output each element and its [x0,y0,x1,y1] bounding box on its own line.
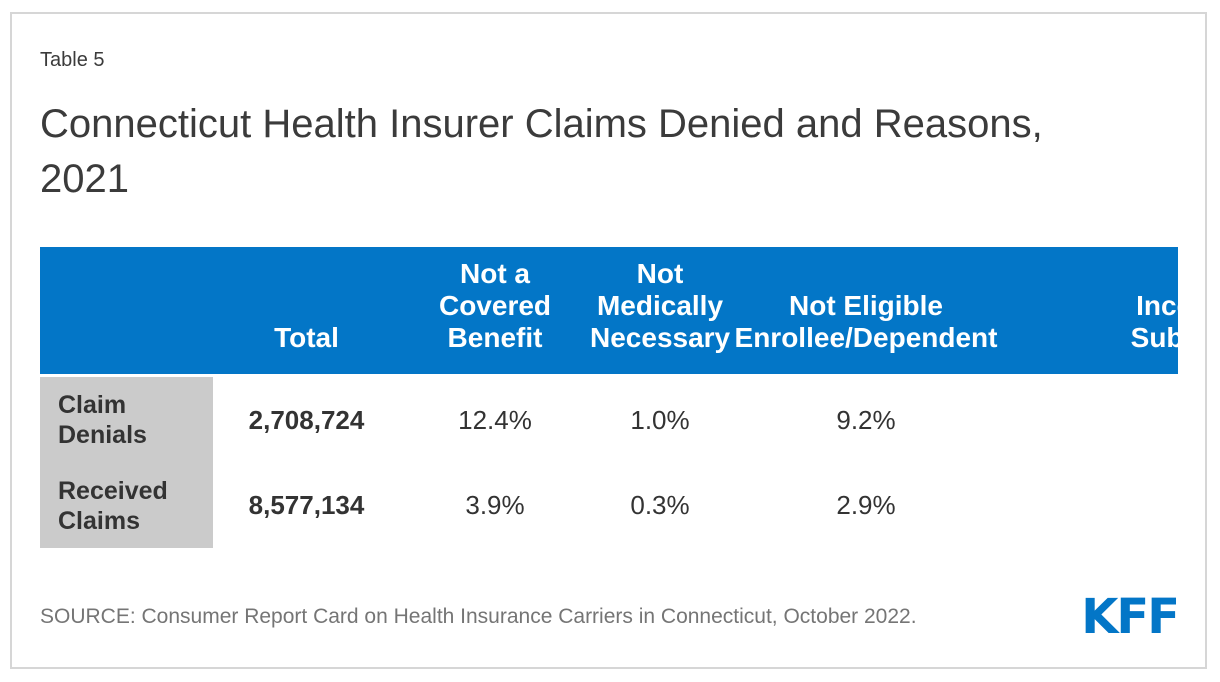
page-title: Connecticut Health Insurer Claims Denied… [40,102,1043,201]
cell-claim-denials-incomplete-submission [1002,377,1178,463]
cell-claim-denials-not-medically-necessary: 1.0% [590,377,730,463]
cell-claim-denials-not-a-covered-benefit: 12.4% [400,377,590,463]
cell-received-claims-total: 8,577,134 [213,463,400,548]
card-content: Table 5 Connecticut Health Insurer Claim… [12,14,1205,642]
column-header-not-medically-necessary: Not Medically Necessary [590,247,730,377]
claims-table: Total Not a Covered Benefit Not Medicall… [40,247,1178,548]
column-header-empty [40,247,213,377]
column-header-not-eligible-enrollee-dependent: Not Eligible Enrollee/Dependent [730,247,1002,377]
cell-claim-denials-total: 2,708,724 [213,377,400,463]
column-header-total: Total [213,247,400,377]
cell-received-claims-incomplete-submission [1002,463,1178,548]
cell-claim-denials-not-eligible-enrollee-dependent: 9.2% [730,377,1002,463]
table-row-received-claims: Received Claims 8,577,134 3.9% 0.3% 2.9% [40,463,1178,548]
kff-logo: KFF [1081,589,1180,645]
cell-received-claims-not-medically-necessary: 0.3% [590,463,730,548]
figure-card: Table 5 Connecticut Health Insurer Claim… [10,12,1207,669]
table-row-claim-denials: Claim Denials 2,708,724 12.4% 1.0% 9.2% [40,377,1178,463]
source-text: SOURCE: Consumer Report Card on Health I… [40,605,917,628]
column-header-incomplete-submission: Incomplete Submission [1002,247,1178,377]
cell-received-claims-not-eligible-enrollee-dependent: 2.9% [730,463,1002,548]
column-header-not-a-covered-benefit: Not a Covered Benefit [400,247,590,377]
table-number-label: Table 5 [40,49,105,71]
cell-received-claims-not-a-covered-benefit: 3.9% [400,463,590,548]
figure-footer: SOURCE: Consumer Report Card on Health I… [40,589,1180,645]
row-header-received-claims: Received Claims [40,463,213,548]
table-scroll-area: Total Not a Covered Benefit Not Medicall… [40,247,1178,548]
row-header-claim-denials: Claim Denials [40,377,213,463]
header-row: Total Not a Covered Benefit Not Medicall… [40,247,1178,377]
